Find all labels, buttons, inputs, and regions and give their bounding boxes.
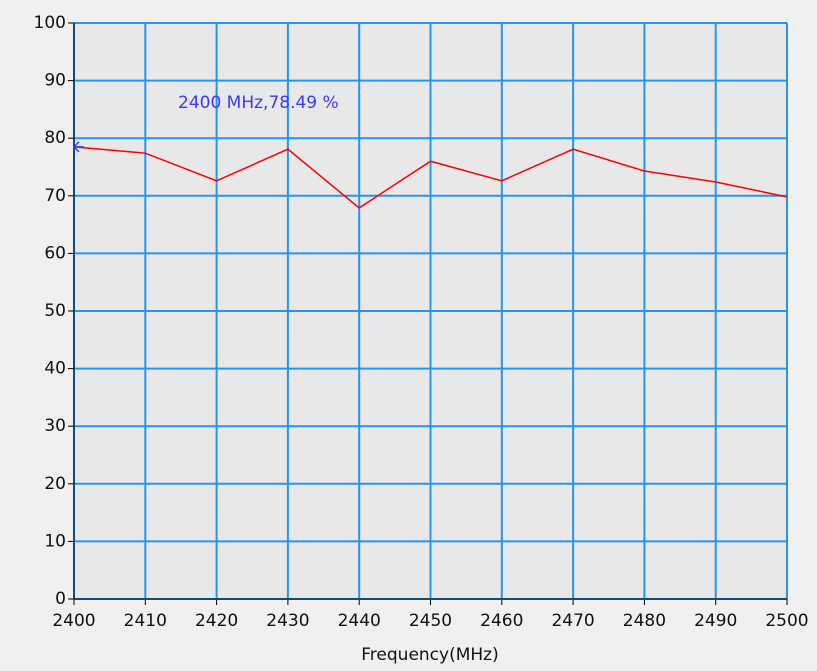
x-tick-label: 2470 xyxy=(551,611,594,631)
y-tick-label: 60 xyxy=(44,243,66,263)
x-tick-label: 2400 xyxy=(52,611,95,631)
y-tick-label: 100 xyxy=(34,13,66,33)
y-tick-label: 10 xyxy=(44,531,66,551)
x-axis-label: Frequency(MHz) xyxy=(361,645,498,665)
cursor-marker xyxy=(72,141,84,153)
y-tick-label: 20 xyxy=(44,474,66,494)
y-tick-label: 90 xyxy=(44,71,66,91)
x-tick-label: 2420 xyxy=(195,611,238,631)
x-tick-label: 2430 xyxy=(266,611,309,631)
data-line xyxy=(73,146,788,209)
x-tick-label: 2440 xyxy=(338,611,381,631)
y-tick-label: 30 xyxy=(44,416,66,436)
y-tick-label: 70 xyxy=(44,186,66,206)
x-tick-label: 2480 xyxy=(623,611,666,631)
x-tick-label: 2460 xyxy=(480,611,523,631)
x-tick-label: 2490 xyxy=(694,611,737,631)
y-tick-label: 80 xyxy=(44,128,66,148)
annotation: 2400 MHz,78.49 % xyxy=(178,93,339,113)
x-tick-label: 2410 xyxy=(124,611,167,631)
x-tick-label: 2450 xyxy=(409,611,452,631)
y-tick-label: 50 xyxy=(44,301,66,321)
y-tick-label: 0 xyxy=(55,589,66,609)
y-tick-label: 40 xyxy=(44,359,66,379)
x-tick-label: 2500 xyxy=(765,611,808,631)
